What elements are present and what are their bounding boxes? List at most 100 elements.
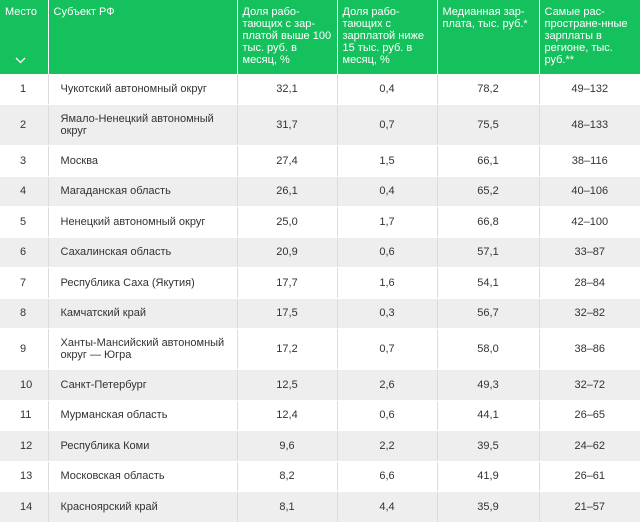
chevron-down-icon[interactable] bbox=[15, 57, 26, 64]
table-row: 9 Ханты-Мансийский автономный округ — Югр… bbox=[0, 328, 640, 370]
header-region[interactable]: Субъект РФ bbox=[48, 0, 238, 74]
region-cell: Красноярский край bbox=[48, 491, 238, 523]
region-cell: Чукотский автономный округ bbox=[48, 74, 238, 105]
table-row: 6 Сахалинская область 20,9 0,6 57,1 33–87 bbox=[0, 237, 640, 268]
common-range-cell: 38–116 bbox=[539, 145, 640, 177]
rank-cell: 13 bbox=[0, 461, 49, 492]
region-cell: Сахалинская область bbox=[48, 237, 238, 268]
header-high-share[interactable]: Доля рабо-тающих с зар-платой выше 100 т… bbox=[237, 0, 338, 74]
rank-cell: 6 bbox=[0, 237, 49, 268]
rank-cell: 9 bbox=[0, 328, 49, 370]
high-share-cell: 26,1 bbox=[237, 176, 338, 207]
high-share-cell: 31,7 bbox=[237, 104, 338, 146]
header-median[interactable]: Медианная зар-плата, тыс. руб.* bbox=[437, 0, 540, 74]
median-salary-cell: 65,2 bbox=[437, 176, 540, 207]
low-share-cell: 0,4 bbox=[337, 74, 438, 105]
rank-cell: 14 bbox=[0, 491, 49, 523]
table-header-row: Место Субъект РФ Доля рабо-тающих с зар-… bbox=[0, 0, 640, 74]
common-range-cell: 26–65 bbox=[539, 400, 640, 431]
low-share-cell: 1,6 bbox=[337, 267, 438, 299]
region-cell: Московская область bbox=[48, 461, 238, 492]
low-share-cell: 1,7 bbox=[337, 206, 438, 238]
median-salary-cell: 41,9 bbox=[437, 461, 540, 492]
region-cell: Камчатский край bbox=[48, 298, 238, 329]
low-share-cell: 4,4 bbox=[337, 491, 438, 523]
median-salary-cell: 44,1 bbox=[437, 400, 540, 431]
rank-cell: 7 bbox=[0, 267, 49, 299]
table-row: 8 Камчатский край 17,5 0,3 56,7 32–82 bbox=[0, 298, 640, 329]
high-share-cell: 17,7 bbox=[237, 267, 338, 299]
high-share-cell: 8,1 bbox=[237, 491, 338, 523]
header-rank-label: Место bbox=[5, 6, 37, 18]
common-range-cell: 49–132 bbox=[539, 74, 640, 105]
low-share-cell: 0,7 bbox=[337, 104, 438, 146]
median-salary-cell: 56,7 bbox=[437, 298, 540, 329]
region-cell: Республика Коми bbox=[48, 430, 238, 462]
low-share-cell: 2,2 bbox=[337, 430, 438, 462]
high-share-cell: 20,9 bbox=[237, 237, 338, 268]
region-cell: Магаданская область bbox=[48, 176, 238, 207]
low-share-cell: 2,6 bbox=[337, 369, 438, 401]
low-share-cell: 0,4 bbox=[337, 176, 438, 207]
common-range-cell: 32–82 bbox=[539, 298, 640, 329]
median-salary-cell: 75,5 bbox=[437, 104, 540, 146]
common-range-cell: 48–133 bbox=[539, 104, 640, 146]
low-share-cell: 0,7 bbox=[337, 328, 438, 370]
common-range-cell: 32–72 bbox=[539, 369, 640, 401]
region-cell: Мурманская область bbox=[48, 400, 238, 431]
region-cell: Ханты-Мансийский автономный округ — Югра bbox=[48, 328, 238, 370]
low-share-cell: 0,3 bbox=[337, 298, 438, 329]
high-share-cell: 8,2 bbox=[237, 461, 338, 492]
low-share-cell: 6,6 bbox=[337, 461, 438, 492]
region-cell: Санкт-Петербург bbox=[48, 369, 238, 401]
high-share-cell: 25,0 bbox=[237, 206, 338, 238]
high-share-cell: 12,5 bbox=[237, 369, 338, 401]
median-salary-cell: 49,3 bbox=[437, 369, 540, 401]
common-range-cell: 24–62 bbox=[539, 430, 640, 462]
common-range-cell: 42–100 bbox=[539, 206, 640, 238]
high-share-cell: 27,4 bbox=[237, 145, 338, 177]
median-salary-cell: 66,8 bbox=[437, 206, 540, 238]
rank-cell: 2 bbox=[0, 104, 49, 146]
table-row: 3 Москва 27,4 1,5 66,1 38–116 bbox=[0, 145, 640, 177]
table-row: 7 Республика Саха (Якутия) 17,7 1,6 54,1 28–8… bbox=[0, 267, 640, 299]
median-salary-cell: 54,1 bbox=[437, 267, 540, 299]
header-rank[interactable]: Место bbox=[0, 0, 49, 74]
median-salary-cell: 78,2 bbox=[437, 74, 540, 105]
rank-cell: 1 bbox=[0, 74, 49, 105]
region-cell: Ненецкий автономный округ bbox=[48, 206, 238, 238]
region-cell: Республика Саха (Якутия) bbox=[48, 267, 238, 299]
header-common-range[interactable]: Самые рас-простране-нные зарплаты в реги… bbox=[539, 0, 640, 74]
common-range-cell: 28–84 bbox=[539, 267, 640, 299]
rank-cell: 12 bbox=[0, 430, 49, 462]
rank-cell: 11 bbox=[0, 400, 49, 431]
table-row: 11 Мурманская область 12,4 0,6 44,1 26–65 bbox=[0, 400, 640, 431]
table-row: 10 Санкт-Петербург 12,5 2,6 49,3 32–72 bbox=[0, 369, 640, 401]
high-share-cell: 17,5 bbox=[237, 298, 338, 329]
table-row: 1 Чукотский автономный округ 32,1 0,4 78,2 49… bbox=[0, 74, 640, 105]
high-share-cell: 32,1 bbox=[237, 74, 338, 105]
rank-cell: 4 bbox=[0, 176, 49, 207]
header-low-share[interactable]: Доля рабо-тающих с зарплатой ниже 15 тыс… bbox=[337, 0, 438, 74]
common-range-cell: 38–86 bbox=[539, 328, 640, 370]
median-salary-cell: 39,5 bbox=[437, 430, 540, 462]
median-salary-cell: 66,1 bbox=[437, 145, 540, 177]
common-range-cell: 26–61 bbox=[539, 461, 640, 492]
high-share-cell: 9,6 bbox=[237, 430, 338, 462]
rank-cell: 3 bbox=[0, 145, 49, 177]
common-range-cell: 40–106 bbox=[539, 176, 640, 207]
low-share-cell: 1,5 bbox=[337, 145, 438, 177]
common-range-cell: 21–57 bbox=[539, 491, 640, 523]
median-salary-cell: 35,9 bbox=[437, 491, 540, 523]
region-cell: Ямало-Ненецкий автономный округ bbox=[48, 104, 238, 146]
high-share-cell: 12,4 bbox=[237, 400, 338, 431]
table-row: 12 Республика Коми 9,6 2,2 39,5 24–62 bbox=[0, 430, 640, 462]
rank-cell: 5 bbox=[0, 206, 49, 238]
low-share-cell: 0,6 bbox=[337, 400, 438, 431]
common-range-cell: 33–87 bbox=[539, 237, 640, 268]
table-row: 5 Ненецкий автономный округ 25,0 1,7 66,8 42–… bbox=[0, 206, 640, 238]
rank-cell: 10 bbox=[0, 369, 49, 401]
table-row: 4 Магаданская область 26,1 0,4 65,2 40–106 bbox=[0, 176, 640, 207]
table-row: 2 Ямало-Ненецкий автономный округ 31,7 0,7 7… bbox=[0, 104, 640, 146]
